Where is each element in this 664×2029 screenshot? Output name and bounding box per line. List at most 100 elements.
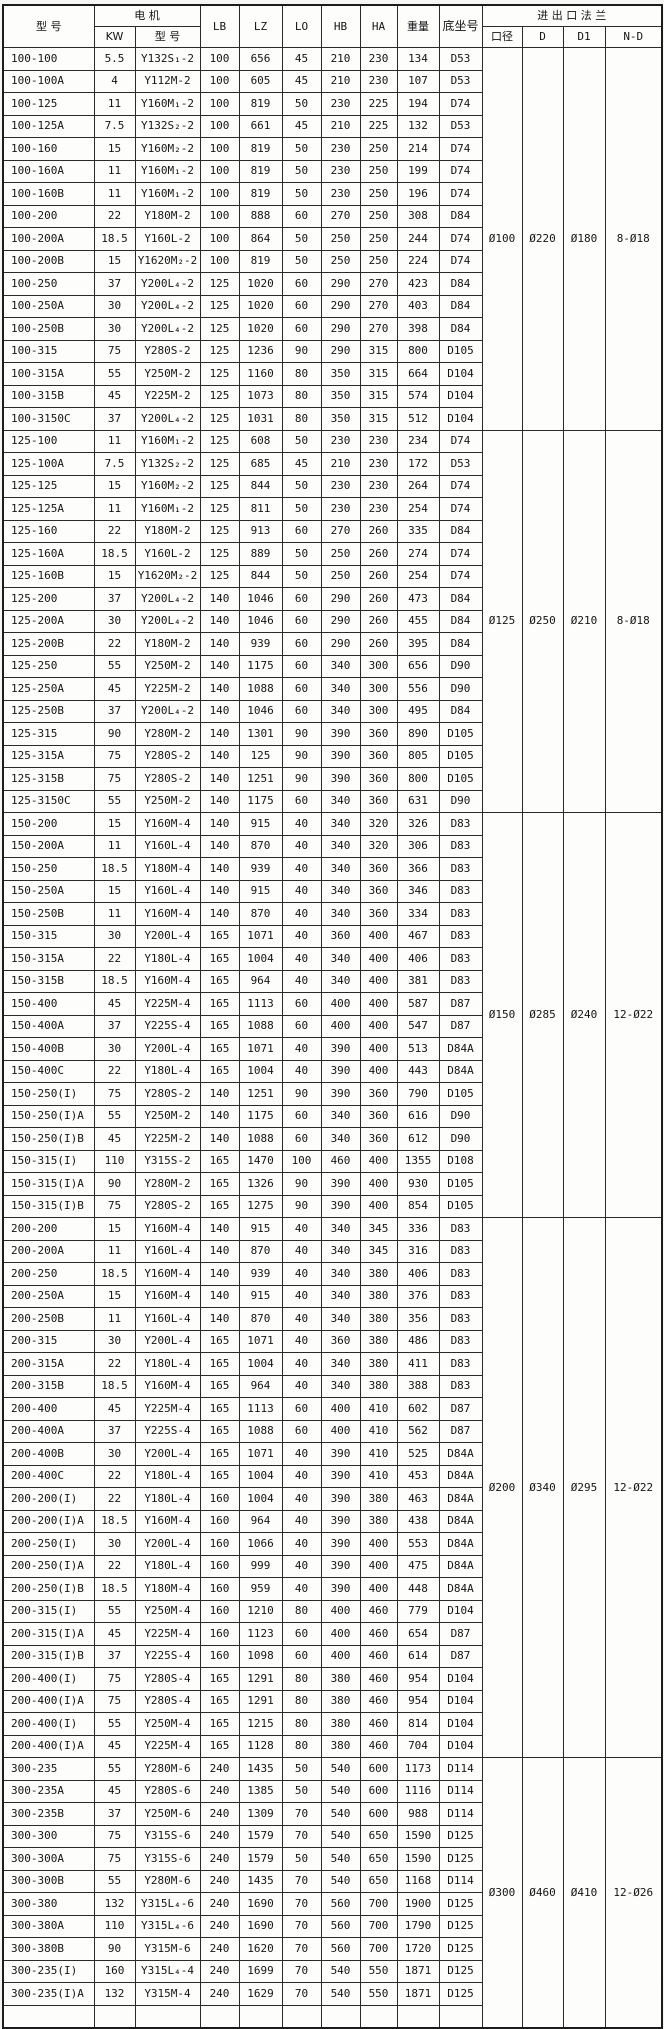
cell-model: 125-250B — [2, 699, 95, 723]
cell-lo: 70 — [281, 1892, 322, 1916]
cell-base: D114 — [438, 1802, 483, 1826]
cell-motor-model: Y160M₂-2 — [134, 474, 201, 498]
cell-motor-model: Y160M-4 — [134, 812, 201, 836]
cell-ha: 360 — [359, 1127, 398, 1151]
cell-hb: 340 — [320, 1284, 361, 1308]
cell-model: 150-315(I)A — [2, 1172, 95, 1196]
table-row: 200-250(I)A 22 Y180L-4 160 999 40 390 400 475 D84… — [2, 1554, 662, 1578]
cell-lo: 70 — [281, 1824, 322, 1848]
table-body: 100-100 5.5 Y132S₁-2 100 656 45 210 230 134 D53 Ø1… — [2, 47, 663, 2029]
cell-kw: 55 — [93, 789, 136, 813]
cell-lo: 50 — [281, 564, 322, 588]
cell-hb: 350 — [320, 407, 361, 431]
cell-weight: 1590 — [396, 1824, 440, 1848]
cell-lo: 40 — [281, 1037, 322, 1061]
cell-base: D74 — [438, 542, 483, 566]
cell-flange-d: Ø220 — [521, 47, 564, 431]
cell-hb: 340 — [320, 947, 361, 971]
cell-model: 100-100A — [2, 69, 95, 93]
cell-ha: 380 — [359, 1487, 398, 1511]
cell-lb: 240 — [199, 1757, 240, 1781]
cell-motor-model: Y280S-2 — [134, 1082, 201, 1106]
cell-motor-model: Y250M-2 — [134, 654, 201, 678]
table-row: 100-160A 11 Y160M₁-2 100 819 50 230 250 199 D74 — [2, 159, 662, 183]
cell-base: D104 — [438, 362, 483, 386]
cell-model: 200-400C — [2, 1464, 95, 1488]
cell-motor-model: Y160M-4 — [134, 1262, 201, 1286]
header-flange-nd: N-D — [604, 26, 663, 48]
cell-hb: 340 — [320, 857, 361, 881]
cell-kw: 37 — [93, 587, 136, 611]
cell-base: D83 — [438, 857, 483, 881]
cell-model: 300-300B — [2, 1869, 95, 1893]
cell-lz: 1690 — [238, 1914, 283, 1938]
cell-ha: 400 — [359, 1149, 398, 1173]
cell-lo: 50 — [281, 137, 322, 161]
cell-lb: 140 — [199, 1104, 240, 1128]
cell-base: D84 — [438, 519, 483, 543]
cell-lo: 40 — [281, 924, 322, 948]
cell-weight: 423 — [396, 272, 440, 296]
cell-model: 200-250(I)B — [2, 1577, 95, 1601]
cell-motor-model: Y315M-4 — [134, 1982, 201, 2006]
cell-hb: 540 — [320, 1847, 361, 1871]
cell-model: 100-100 — [2, 47, 95, 71]
cell-ha: 400 — [359, 992, 398, 1016]
cell-hb: 560 — [320, 1937, 361, 1961]
cell-lo — [281, 2004, 322, 2029]
cell-lo: 70 — [281, 1914, 322, 1938]
cell-hb: 390 — [320, 1464, 361, 1488]
cell-model: 150-200 — [2, 812, 95, 836]
table-row: 150-315(I) 110 Y315S-2 165 1470 100 460 400 1355… — [2, 1149, 662, 1173]
cell-kw: 90 — [93, 1172, 136, 1196]
cell-lb: 165 — [199, 1149, 240, 1173]
table-row: 125-200B 22 Y180M-2 140 939 60 290 260 395 D84 — [2, 632, 662, 656]
cell-motor-model: Y180L-4 — [134, 1487, 201, 1511]
cell-weight: 326 — [396, 812, 440, 836]
cell-lz: 1175 — [238, 1104, 283, 1128]
cell-lz: 1326 — [238, 1172, 283, 1196]
cell-lb: 140 — [199, 677, 240, 701]
cell-lz: 844 — [238, 474, 283, 498]
cell-model: 125-125A — [2, 497, 95, 521]
cell-model: 125-315A — [2, 744, 95, 768]
cell-lo: 40 — [281, 1239, 322, 1263]
cell-kw: 18.5 — [93, 1262, 136, 1286]
table-row: 125-200A 30 Y200L₄-2 140 1046 60 290 260 455 D84 — [2, 609, 662, 633]
cell-hb: 540 — [320, 1982, 361, 2006]
cell-lo: 80 — [281, 384, 322, 408]
cell-flange-d: Ø460 — [521, 1757, 564, 2029]
cell-base: D74 — [438, 564, 483, 588]
cell-weight: 199 — [396, 159, 440, 183]
cell-motor-model: Y225S-4 — [134, 1644, 201, 1668]
cell-kw: 18.5 — [93, 1577, 136, 1601]
cell-base: D74 — [438, 497, 483, 521]
cell-motor-model: Y180M-4 — [134, 857, 201, 881]
header-ha: HA — [359, 4, 398, 48]
cell-hb: 340 — [320, 1127, 361, 1151]
cell-lb: 240 — [199, 1914, 240, 1938]
cell-weight: 814 — [396, 1712, 440, 1736]
cell-model: 100-250 — [2, 272, 95, 296]
cell-kw: 45 — [93, 384, 136, 408]
cell-model: 300-380 — [2, 1892, 95, 1916]
cell-base: D105 — [438, 722, 483, 746]
table-row: 100-250 37 Y200L₄-2 125 1020 60 290 270 423 D84 — [2, 272, 662, 296]
cell-lb: 140 — [199, 1217, 240, 1241]
cell-motor-model: Y160M-4 — [134, 969, 201, 993]
cell-kw: 45 — [93, 992, 136, 1016]
cell-weight: 406 — [396, 1262, 440, 1286]
cell-kw: 37 — [93, 699, 136, 723]
cell-ha: 270 — [359, 317, 398, 341]
cell-kw: 30 — [93, 609, 136, 633]
cell-weight: 954 — [396, 1689, 440, 1713]
cell-motor-model: Y180L-4 — [134, 947, 201, 971]
cell-kw: 22 — [93, 632, 136, 656]
cell-motor-model: Y225M-2 — [134, 677, 201, 701]
cell-lz: 1291 — [238, 1689, 283, 1713]
cell-hb: 400 — [320, 1622, 361, 1646]
cell-lz: 889 — [238, 542, 283, 566]
cell-lb: 140 — [199, 1262, 240, 1286]
cell-motor-model: Y160M-4 — [134, 902, 201, 926]
cell-kw: 11 — [93, 902, 136, 926]
